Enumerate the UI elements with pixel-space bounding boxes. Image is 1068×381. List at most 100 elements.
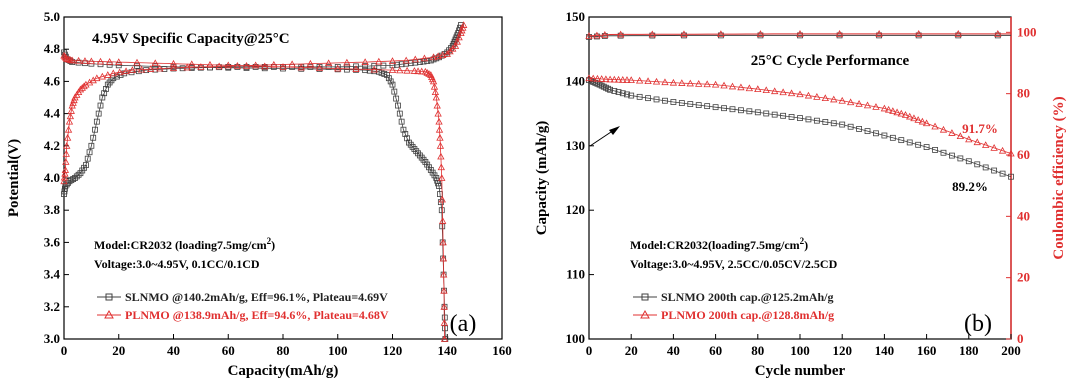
panel-b-series-1-capacity-point xyxy=(965,135,973,143)
panel-b-y-right-tick-label: 40 xyxy=(1017,208,1030,223)
panel-b-y-tick-label: 150 xyxy=(566,9,586,24)
panel-a-x-ticks: 0 20 40 60 80 100 120 140 160 xyxy=(61,334,512,358)
panel-a-series-0-charge-point xyxy=(103,86,109,92)
panel-b-series-0-capacity-point xyxy=(822,119,829,125)
panel-b-series-0-capacity-point xyxy=(839,121,846,128)
panel-a-x-tick-label: 120 xyxy=(383,343,403,358)
panel-b-series-1-capacity-point xyxy=(597,75,606,82)
panel-b-series-0-capacity-point xyxy=(940,149,947,156)
panel-a-series-1-charge-point xyxy=(98,72,106,80)
panel-a-x-tick-label: 20 xyxy=(112,343,125,358)
panel-a-series-1-discharge-point xyxy=(279,63,287,70)
panel-a-series-0-discharge-point xyxy=(343,66,350,73)
panel-b-series-1-capacity-point xyxy=(821,94,829,102)
panel-a-series-1-discharge-point xyxy=(68,56,76,64)
panel-b-series-1-efficiency-point xyxy=(756,30,765,37)
panel-a-y-tick-label: 4.4 xyxy=(44,106,61,121)
panel-a-series-0-charge-point xyxy=(101,90,108,97)
panel-a-series-1-charge-point xyxy=(197,63,205,70)
panel-b-series-1-efficiency-point xyxy=(915,30,923,37)
panel-a-series-1-discharge-point xyxy=(414,67,422,75)
panel-b-series-0-capacity-point xyxy=(636,93,643,100)
panel-a-series-1-discharge-point xyxy=(440,286,448,294)
panel-a-series-1-charge-point xyxy=(60,177,68,185)
panel-a-series-1-charge-point xyxy=(128,66,137,74)
panel-a-series-1-charge-point xyxy=(63,141,71,149)
panel-b-series-1-capacity-point xyxy=(669,78,678,86)
panel-b-series-1-capacity-point xyxy=(893,108,901,116)
panel-a-series-0-discharge-point xyxy=(436,183,442,189)
panel-a-series-1-discharge-point xyxy=(224,61,232,69)
panel-b-series-0-capacity-point xyxy=(771,111,778,118)
panel-b-arrow-head xyxy=(609,126,620,135)
panel-a-y-tick-label: 5.0 xyxy=(44,9,60,24)
panel-b-series-1-capacity-point xyxy=(779,88,787,96)
panel-a-y-tick-label: 4.2 xyxy=(44,138,60,153)
panel-a-series-1-discharge-point xyxy=(352,65,360,72)
panel-a-series-0-discharge-line xyxy=(63,52,446,340)
panel-a-series-1-discharge-point xyxy=(434,109,442,117)
panel-b-series-1-capacity-point xyxy=(623,76,631,83)
panel-a-series-1-discharge-point xyxy=(370,65,378,73)
panel-a-series-0-charge-line xyxy=(63,24,462,195)
panel-b-series-0-capacity-point xyxy=(881,132,888,139)
panel-b-y-right-axis-label: Coulombic efficiency (%) xyxy=(1051,96,1067,259)
panel-b-series-1-efficiency-point xyxy=(616,30,625,38)
panel-b-title: 25°C Cycle Performance xyxy=(751,53,910,69)
panel-a-series-1-charge-point xyxy=(402,56,410,64)
panel-b-series-1-capacity-point xyxy=(695,80,703,87)
panel-a-series-0-charge-point xyxy=(95,110,102,117)
panel-b-series-1-efficiency-point xyxy=(717,30,725,37)
panel-a-series-1-charge-point xyxy=(89,76,97,84)
panel-a-series-1-charge-point xyxy=(420,54,429,62)
panel-b-y-tick-label: 140 xyxy=(566,73,586,88)
panel-a-series-1-charge-point xyxy=(183,63,191,71)
panel-a-series-0-charge-point xyxy=(72,175,78,181)
panel-a-series-1-charge-point xyxy=(93,74,101,82)
panel-a-y-tick-label: 4.6 xyxy=(44,73,61,88)
panel-a-series-0-discharge-point xyxy=(391,88,398,95)
panel-a-series-0-discharge-point xyxy=(398,118,405,125)
panel-b-series-1-capacity-point xyxy=(863,101,872,109)
panel-b-series-1-capacity-point xyxy=(889,107,897,114)
panel-b-series-0-capacity-point xyxy=(974,161,981,168)
panel-a-series-1-discharge-point xyxy=(436,133,444,141)
legend-label-plnmo-b: PLNMO 200th cap.@128.8mAh/g xyxy=(661,308,834,322)
panel-a-series-0-discharge-point xyxy=(115,62,122,69)
panel-a-series-1-discharge-point xyxy=(418,67,426,75)
panel-a-series-0-charge-point xyxy=(380,62,387,69)
panel-b-series-0-capacity-point xyxy=(1008,173,1014,180)
panel-a-series-1-discharge-point xyxy=(432,93,440,101)
panel-b-y-tick-label: 130 xyxy=(566,138,586,153)
panel-b-x-tick-label: 120 xyxy=(832,343,852,358)
panel-b-series-1-capacity-point xyxy=(593,74,602,82)
panel-b-series-1-capacity-point xyxy=(796,90,804,98)
panel-b-series-1-capacity-point xyxy=(901,111,910,118)
panel-b-series-0-capacity-point xyxy=(754,109,761,116)
panel-a-series-1-charge-point xyxy=(439,51,447,59)
panel-a-series-1-charge-point xyxy=(306,59,315,67)
panel-b-series-1-capacity-point xyxy=(948,129,956,136)
panel-a-y-tick-label: 3.2 xyxy=(44,299,60,314)
panel-a-series-1-charge-point xyxy=(66,112,75,120)
panel-b-series-1-capacity-point xyxy=(804,91,813,99)
panel-a-series-0-discharge-point xyxy=(387,78,394,85)
panel-a-series-0-charge-point xyxy=(88,142,95,149)
panel-a-series-1-discharge-point xyxy=(87,57,96,65)
panel-b-series-1-capacity-point xyxy=(720,81,728,89)
panel-b-x-tick-label: 80 xyxy=(751,343,764,358)
panel-a-series-1-charge-point xyxy=(82,80,90,88)
panel-b-series-1-capacity-point xyxy=(602,75,610,83)
panel-b-series-0-capacity-point xyxy=(889,134,896,141)
panel-a-series-0-charge-point xyxy=(83,162,89,169)
panel-a-series-1-charge-point xyxy=(429,53,438,61)
panel-a-series-1-discharge-point xyxy=(334,64,342,72)
panel-a-series-0-charge-point xyxy=(73,173,80,180)
panel-a-series-1-discharge-point xyxy=(261,62,269,70)
panel-b-series-1-capacity-point xyxy=(606,75,614,83)
panel-a-info-model: Model:CR2032 (loading7.5mg/cm2) xyxy=(94,236,275,252)
panel-a-series-0-charge-point xyxy=(420,58,427,65)
panel-b-x-tick-label: 160 xyxy=(917,343,937,358)
panel-a-title: 4.95V Specific Capacity@25°C xyxy=(92,31,290,47)
panel-a-series-0-charge-point xyxy=(92,126,98,133)
